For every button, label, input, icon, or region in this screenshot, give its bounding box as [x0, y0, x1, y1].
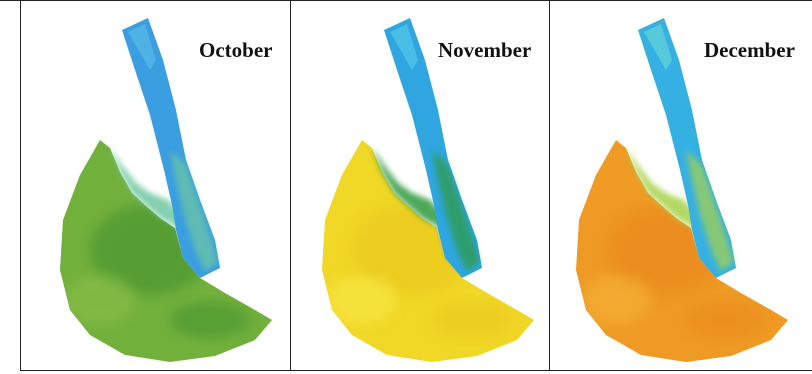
map-panel-october: [60, 18, 272, 362]
panel-label-october: October: [199, 38, 273, 62]
map-panel-november: [322, 18, 534, 362]
transition-band: [616, 140, 716, 270]
panel-label-december: December: [704, 38, 795, 62]
river-channel: [384, 18, 482, 278]
transition-band: [362, 140, 462, 270]
river-channel: [638, 18, 736, 278]
panel-label-november: November: [438, 38, 532, 62]
river-channel: [122, 18, 220, 278]
transition-band: [100, 140, 200, 270]
map-panel-december: [576, 18, 788, 362]
